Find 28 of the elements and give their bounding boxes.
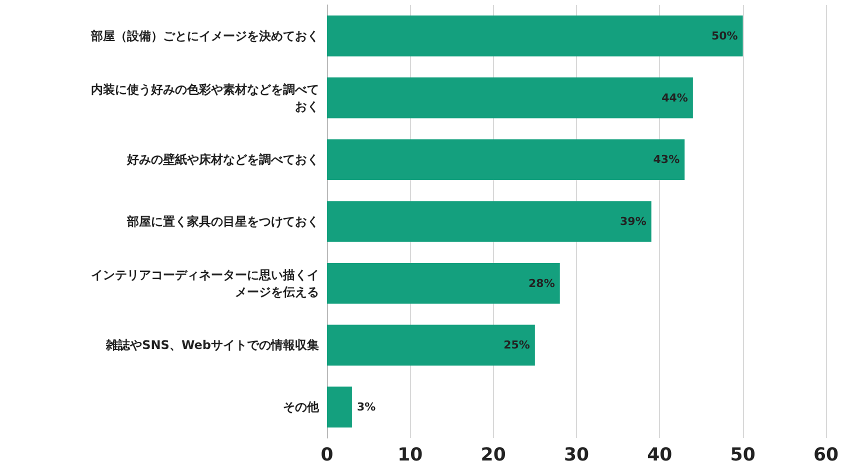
data-label: 50% <box>711 29 738 42</box>
y-tick-label: その他 <box>283 400 320 414</box>
y-tick-label: 好みの壁紙や床材などを調べておく <box>126 152 319 167</box>
bar <box>327 324 535 366</box>
x-tick-label: 40 <box>647 444 672 466</box>
y-tick-label: インテリアコーディネーターに思い描くイメージを伝える <box>91 268 319 299</box>
data-label: 44% <box>662 91 688 104</box>
data-label: 43% <box>653 153 680 166</box>
data-label: 28% <box>528 276 555 290</box>
y-tick-label: 部屋（設備）ごとにイメージを決めておく <box>90 28 319 43</box>
bar <box>327 16 743 56</box>
bar <box>327 77 693 118</box>
bar <box>327 139 685 180</box>
data-label: 25% <box>504 338 530 352</box>
x-tick-label: 50 <box>730 444 756 466</box>
x-tick-label: 10 <box>398 444 423 466</box>
y-tick-label: 内装に使う好みの色彩や素材などを調べておく <box>91 82 319 114</box>
y-tick-label: 部屋に置く家具の目星をつけておく <box>126 214 319 228</box>
x-tick-label: 30 <box>564 444 590 466</box>
x-tick-label: 20 <box>480 444 506 466</box>
y-tick-label: 雑誌やSNS、Webサイトでの情報収集 <box>105 338 319 352</box>
x-tick-label: 0 <box>320 444 334 466</box>
bar <box>327 262 560 304</box>
data-label: 3% <box>356 400 376 414</box>
bar <box>327 386 352 428</box>
data-label: 39% <box>620 215 646 228</box>
x-tick-label: 60 <box>813 444 839 466</box>
bar <box>327 201 652 242</box>
